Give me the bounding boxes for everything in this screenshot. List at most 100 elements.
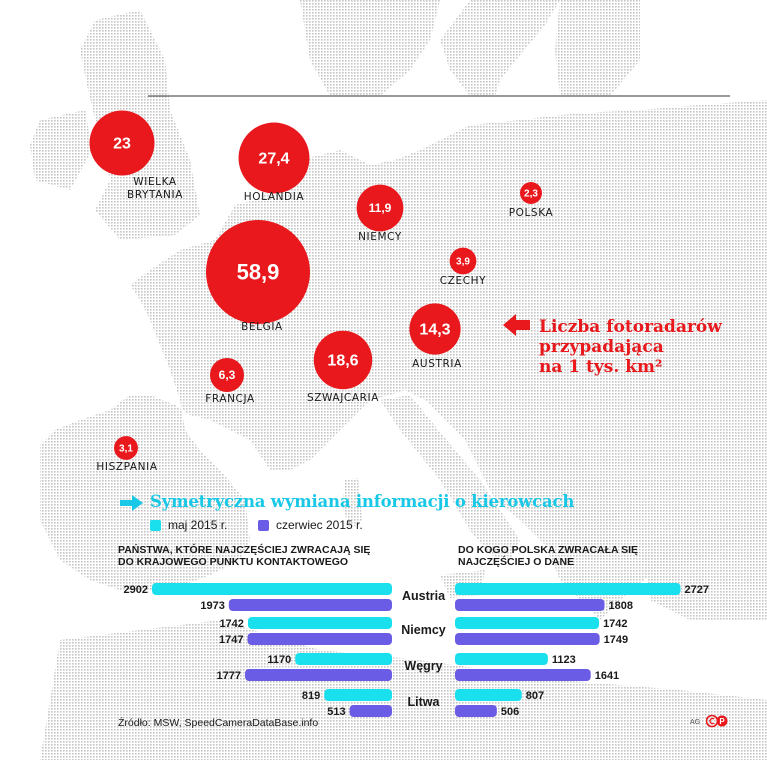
value-bubble: [114, 436, 138, 460]
bar-value-label: 2727: [685, 584, 709, 596]
land-italy: [380, 395, 520, 560]
header-line: DO KOGO POLSKA ZWRACAŁA SIĘ: [458, 544, 639, 556]
bar-value-label: 506: [501, 706, 519, 718]
legend-item-june: czerwiec 2015 r.: [258, 518, 363, 532]
bubble-value-label: 3,1: [119, 444, 133, 455]
bubble-value-label: 3,9: [456, 257, 470, 268]
value-bubble: [409, 303, 461, 355]
land-corsica: [342, 478, 362, 530]
bar: [247, 617, 392, 629]
bar-value-label: 1123: [552, 654, 576, 666]
bar-value-label: 513: [327, 706, 345, 718]
header-line: DO KRAJOWEGO PUNKTU KONTAKTOWEGO: [118, 556, 349, 568]
country-label: FRANCJA: [205, 393, 255, 405]
bar: [455, 617, 600, 629]
value-bubble: [356, 184, 404, 232]
bubble-value-label: 2,3: [524, 189, 538, 200]
legend-label: maj 2015 r.: [168, 518, 228, 532]
category-label: Litwa: [408, 695, 441, 709]
bar: [152, 583, 392, 595]
value-bubble: [89, 110, 155, 176]
bar-value-label: 1170: [267, 654, 291, 666]
bars-layer: 2902 1973 2727 1808 Austria 1742 1747 1742 1749 N…: [124, 583, 709, 718]
right-column-header: DO KOGO POLSKA ZWRACAŁA SIĘ NAJCZĘŚCIEJ …: [458, 544, 638, 568]
bar-value-label: 2902: [124, 584, 148, 596]
svg-text:P: P: [719, 717, 725, 726]
land-balkans: [470, 430, 620, 560]
land-norway: [300, 0, 440, 96]
bar: [324, 689, 392, 701]
value-bubble: [209, 357, 245, 393]
bar: [455, 705, 497, 717]
bar-value-label: 807: [526, 690, 544, 702]
author-credit: AG: [690, 719, 701, 726]
value-bubble: [449, 247, 477, 275]
bar: [247, 633, 392, 645]
bubble-value-label: 23: [113, 136, 131, 153]
land-masses: [30, 0, 767, 760]
bar-value-label: 1747: [219, 634, 243, 646]
bar-value-label: 1808: [609, 600, 633, 612]
country-label: HISZPANIA: [96, 461, 157, 473]
bar-value-label: 1973: [200, 600, 224, 612]
header-line: PAŃSTWA, KTÓRE NAJCZĘŚCIEJ ZWRACAJĄ SIĘ: [118, 544, 371, 556]
bar: [455, 689, 522, 701]
header-line: NAJCZĘŚCIEJ O DANE: [458, 556, 575, 568]
bubble-value-label: 18,6: [327, 353, 358, 370]
section-title: Symetryczna wymiana informacji o kierowc…: [150, 492, 575, 511]
land-finland-north: [555, 0, 640, 96]
bubble-value-label: 6,3: [219, 368, 236, 382]
callout: Liczba fotoradarów przypadająca na 1 tys…: [539, 317, 722, 377]
value-bubble: [313, 330, 373, 390]
callout-line: na 1 tys. km²: [539, 357, 663, 377]
category-label: Niemcy: [401, 623, 446, 637]
bar: [455, 653, 548, 665]
land-scandinavia: [440, 0, 560, 96]
legend-swatch: [258, 519, 269, 531]
bar-value-label: 1749: [604, 634, 628, 646]
bar-value-label: 1742: [219, 618, 243, 630]
cc-license-icon: P: [706, 714, 728, 728]
source-note: Źródło: MSW, SpeedCameraDataBase.info: [118, 717, 319, 729]
value-bubble: [206, 220, 310, 324]
value-bubble: [520, 182, 542, 204]
bar: [455, 583, 681, 595]
left-column-header: PAŃSTWA, KTÓRE NAJCZĘŚCIEJ ZWRACAJĄ SIĘ …: [118, 544, 370, 568]
country-label: POLSKA: [509, 207, 554, 219]
callout-line: przypadająca: [539, 337, 664, 357]
country-label: BRYTANIA: [127, 189, 183, 201]
legend-label: czerwiec 2015 r.: [276, 518, 363, 532]
callout-line: Liczba fotoradarów: [539, 317, 722, 337]
country-label: HOLANDIA: [244, 191, 305, 203]
country-label: SZWAJCARIA: [307, 392, 379, 404]
country-label: CZECHY: [440, 275, 486, 287]
bar: [455, 633, 600, 645]
bar: [455, 599, 605, 611]
country-label: BELGIA: [241, 321, 283, 333]
bubble-value-label: 11,9: [369, 201, 392, 215]
country-label: WIELKA: [133, 176, 177, 188]
arrow-right-icon: [120, 495, 143, 511]
bar: [349, 705, 392, 717]
legend-item-may: maj 2015 r.: [150, 518, 227, 532]
bar-value-label: 1641: [595, 670, 619, 682]
bubble-value-label: 14,3: [419, 322, 450, 339]
bar-value-label: 1777: [217, 670, 241, 682]
bar: [228, 599, 392, 611]
land-ireland: [30, 110, 92, 190]
bubble-value-label: 27,4: [258, 151, 289, 168]
land-africa: [40, 620, 767, 760]
arrow-left-icon: [503, 314, 530, 336]
country-label: AUSTRIA: [412, 358, 462, 370]
bar: [295, 653, 392, 665]
bubble-value-label: 58,9: [237, 260, 280, 285]
value-bubble: [238, 122, 310, 194]
bar: [455, 669, 591, 681]
category-label: Austria: [402, 589, 446, 603]
bar: [245, 669, 392, 681]
category-label: Węgry: [404, 659, 442, 673]
